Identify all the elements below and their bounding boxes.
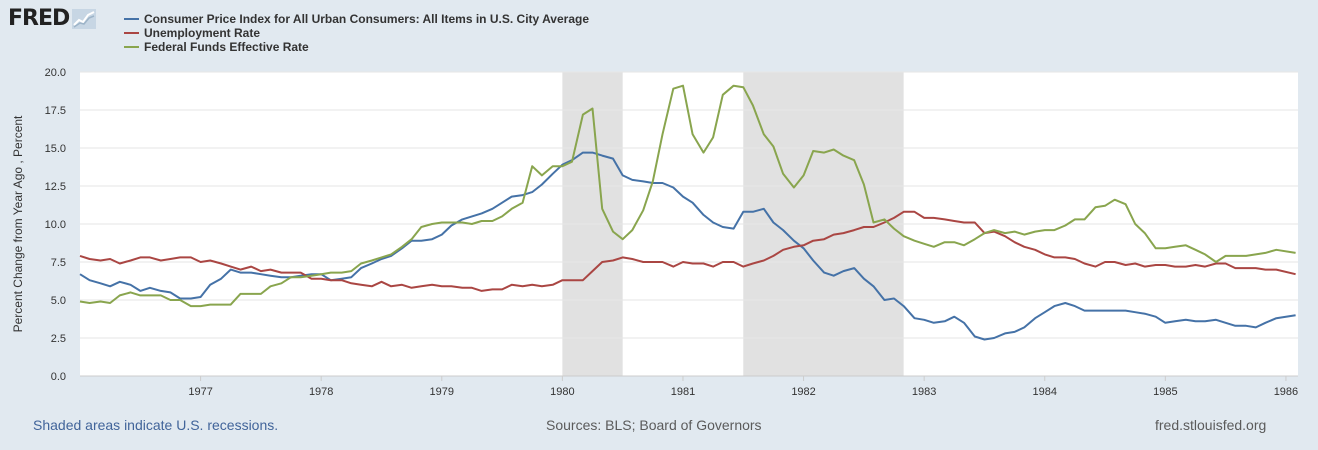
x-tick-label: 1980 <box>550 386 574 398</box>
y-tick-label: 12.5 <box>45 181 66 193</box>
site-link[interactable]: fred.stlouisfed.org <box>1155 417 1267 433</box>
fred-graph-icon <box>72 8 97 29</box>
series-line-2 <box>79 210 1296 292</box>
x-tick-label: 1978 <box>309 386 333 398</box>
legend-swatch <box>124 46 139 48</box>
fred-logo[interactable]: FRED <box>8 6 97 31</box>
y-tick-label: 0.0 <box>51 371 66 383</box>
legend-swatch <box>124 32 139 34</box>
axes: 0.0 2.5 5.0 7.5 10.0 12.5 15.0 17.5 20.0 1977 1978… <box>45 67 1299 398</box>
chart-legend: Consumer Price Index for All Urban Consu… <box>124 12 589 54</box>
legend-label: Consumer Price Index for All Urban Consu… <box>144 12 589 26</box>
fred-logo-text: FRED <box>8 6 70 31</box>
grid-lines <box>80 71 1298 339</box>
series-line-3 <box>79 84 1296 308</box>
legend-item[interactable]: Federal Funds Effective Rate <box>124 40 589 54</box>
y-tick-label: 15.0 <box>45 143 66 155</box>
x-tick-label: 1986 <box>1274 386 1298 398</box>
legend-item[interactable]: Consumer Price Index for All Urban Consu… <box>124 12 589 26</box>
y-axis-label: Percent Change from Year Ago , Percent <box>11 115 25 332</box>
x-tick-label: 1984 <box>1033 386 1057 398</box>
legend-label: Unemployment Rate <box>144 26 261 40</box>
line-chart: 0.0 2.5 5.0 7.5 10.0 12.5 15.0 17.5 20.0 1977 1978… <box>11 67 1299 398</box>
legend-label: Federal Funds Effective Rate <box>144 40 309 54</box>
y-tick-label: 7.5 <box>51 257 66 269</box>
y-tick-label: 10.0 <box>45 219 66 231</box>
recession-note: Shaded areas indicate U.S. recessions. <box>33 417 279 433</box>
y-tick-label: 17.5 <box>45 105 66 117</box>
legend-swatch <box>124 18 139 20</box>
x-tick-label: 1977 <box>188 386 212 398</box>
y-tick-label: 2.5 <box>51 333 66 345</box>
legend-item[interactable]: Unemployment Rate <box>124 26 589 40</box>
x-tick-label: 1983 <box>912 386 936 398</box>
x-tick-label: 1982 <box>791 386 815 398</box>
x-tick-label: 1981 <box>671 386 695 398</box>
x-tick-label: 1979 <box>430 386 454 398</box>
sources-text: Sources: BLS; Board of Governors <box>546 417 762 433</box>
series-lines <box>79 84 1296 341</box>
y-tick-label: 20.0 <box>45 67 66 79</box>
x-tick-label: 1985 <box>1153 386 1177 398</box>
y-tick-label: 5.0 <box>51 295 66 307</box>
series-line-1 <box>79 151 1296 341</box>
